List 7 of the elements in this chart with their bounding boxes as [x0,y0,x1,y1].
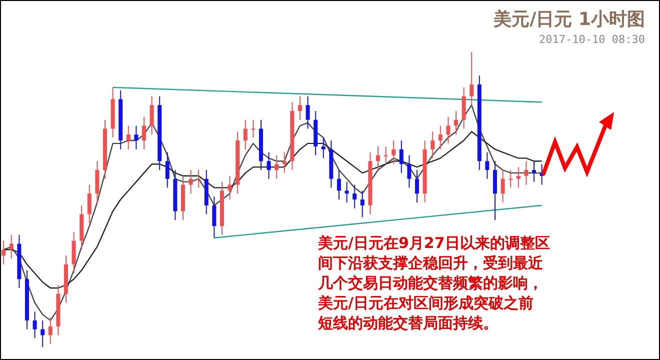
annotation: 美元/日元在9月27日以来的调整区 [318,234,550,252]
annotation: 短线的动能交替局面持续。 [318,314,498,332]
annotation: 美元/日元在对区间形成突破之前 [318,294,534,312]
title: 美元/日元 1小时图 [494,9,645,30]
subtitle: 2017-10-10 08:30 [539,33,645,46]
annotation: 几个交易日动能交替频繁的影响， [318,274,543,292]
annotation: 间下沿获支撑企稳回升，受到最近 [318,254,543,272]
